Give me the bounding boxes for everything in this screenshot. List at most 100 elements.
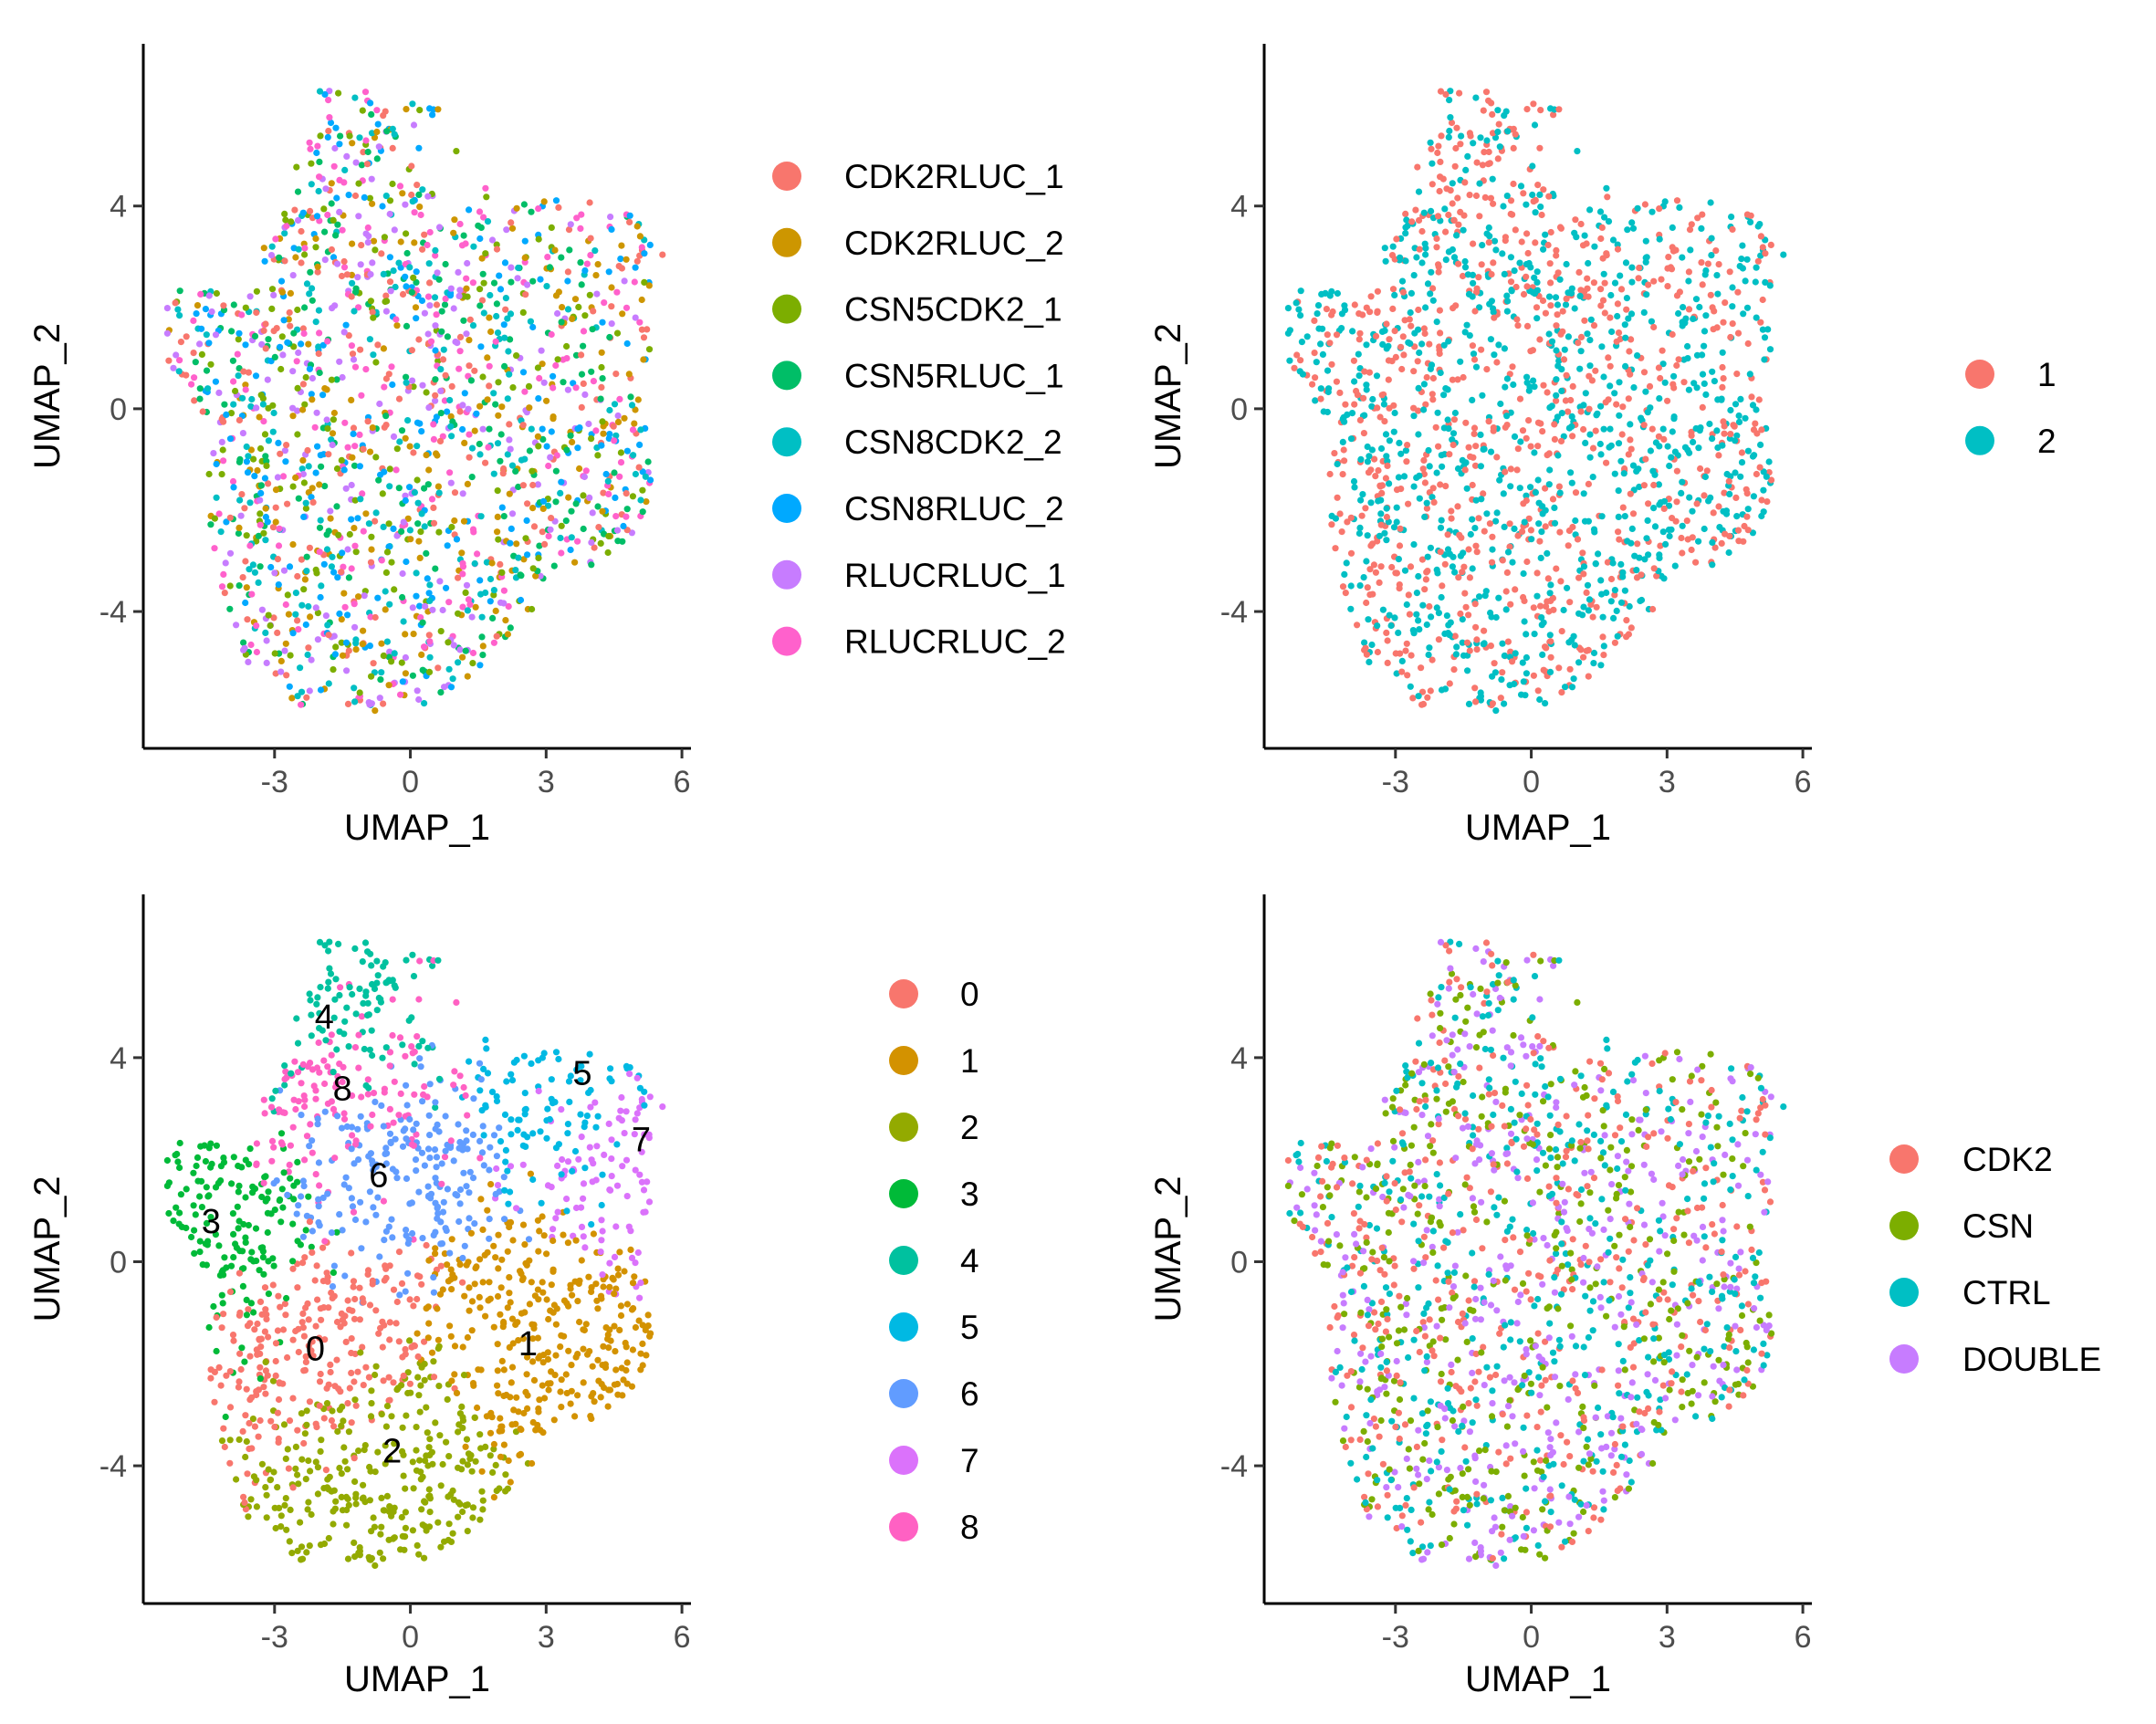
scatter-point [251, 332, 259, 340]
scatter-point [230, 401, 237, 408]
scatter-point [617, 449, 625, 456]
scatter-point [1739, 242, 1746, 249]
scatter-point [534, 1286, 542, 1293]
scatter-point [327, 970, 335, 977]
scatter-point [338, 1310, 345, 1317]
scatter-point [1692, 296, 1701, 303]
scatter-point [376, 1549, 383, 1556]
scatter-point [536, 542, 543, 549]
scatter-point [1596, 440, 1604, 448]
scatter-point [1427, 290, 1434, 298]
scatter-point [1437, 369, 1444, 377]
scatter-point [1575, 268, 1583, 276]
scatter-point [348, 1195, 355, 1202]
scatter-point [272, 1524, 279, 1532]
scatter-point [628, 529, 636, 537]
scatter-point [315, 343, 322, 350]
scatter-point [1650, 323, 1658, 331]
scatter-point [581, 312, 589, 319]
scatter-point [403, 283, 410, 290]
scatter-point [361, 89, 370, 96]
scatter-point [204, 1238, 212, 1245]
scatter-point [1293, 299, 1300, 307]
scatter-point [281, 1301, 288, 1308]
scatter-point [272, 670, 279, 677]
scatter-point [607, 214, 614, 221]
scatter-point [321, 90, 329, 99]
scatter-point [280, 567, 288, 574]
scatter-point [281, 230, 288, 237]
scatter-point [382, 588, 389, 595]
scatter-point [1689, 534, 1696, 541]
scatter-point [1708, 252, 1715, 259]
scatter-point [221, 401, 228, 408]
scatter-point [230, 301, 237, 308]
scatter-point [386, 1130, 394, 1137]
scatter-point [1666, 462, 1673, 470]
scatter-point [535, 554, 542, 562]
scatter-point [519, 1335, 528, 1343]
scatter-point [478, 1488, 486, 1495]
scatter-point [1545, 330, 1553, 338]
scatter-point [308, 160, 315, 167]
scatter-point [1369, 395, 1376, 403]
scatter-point [1490, 200, 1497, 207]
scatter-point [1766, 346, 1774, 353]
scatter-point [1374, 404, 1381, 412]
scatter-point [1664, 443, 1671, 450]
scatter-point [307, 1468, 314, 1475]
scatter-point [316, 1378, 324, 1385]
scatter-point [333, 194, 340, 202]
scatter-point [429, 111, 436, 119]
scatter-point [1525, 417, 1533, 424]
scatter-point [1545, 481, 1553, 488]
scatter-point [1619, 403, 1627, 411]
scatter-point [339, 549, 346, 557]
scatter-point [240, 1493, 247, 1500]
scatter-point [309, 485, 316, 492]
scatter-point [508, 1131, 515, 1138]
scatter-point [256, 1416, 264, 1425]
scatter-point [578, 351, 585, 359]
scatter-point [366, 1046, 373, 1053]
scatter-point [598, 1201, 605, 1209]
scatter-point [1644, 517, 1651, 525]
scatter-point [552, 197, 560, 204]
scatter-point [1742, 277, 1749, 285]
scatter-point [289, 630, 297, 637]
scatter-point [366, 1497, 373, 1504]
scatter-point [544, 1105, 551, 1113]
scatter-point [1751, 452, 1758, 459]
scatter-point [191, 374, 198, 381]
scatter-point [469, 322, 477, 329]
scatter-point [1324, 367, 1332, 374]
scatter-point [351, 1295, 359, 1303]
scatter-point [464, 480, 471, 488]
scatter-point [434, 452, 441, 459]
scatter-point [406, 264, 413, 271]
scatter-point [282, 1495, 289, 1502]
scatter-point [242, 1194, 249, 1201]
scatter-point [1438, 517, 1445, 524]
scatter-point [1688, 546, 1695, 554]
scatter-point [1521, 618, 1528, 625]
scatter-point [599, 375, 606, 382]
scatter-point [1748, 393, 1755, 401]
scatter-point [1743, 256, 1751, 263]
scatter-point [1410, 404, 1418, 412]
scatter-point [330, 1069, 337, 1076]
scatter-point [1495, 341, 1502, 349]
scatter-point [315, 1039, 322, 1047]
scatter-point [502, 306, 509, 313]
scatter-point [1481, 592, 1489, 600]
scatter-point [508, 1364, 517, 1371]
scatter-point [403, 106, 410, 113]
scatter-point [408, 347, 415, 354]
scatter-point [642, 1326, 649, 1333]
scatter-point [1472, 542, 1480, 549]
scatter-point [630, 1305, 637, 1312]
scatter-point [313, 1262, 320, 1269]
scatter-point [545, 1386, 552, 1394]
scatter-point [1377, 444, 1386, 453]
scatter-point [1429, 160, 1436, 167]
